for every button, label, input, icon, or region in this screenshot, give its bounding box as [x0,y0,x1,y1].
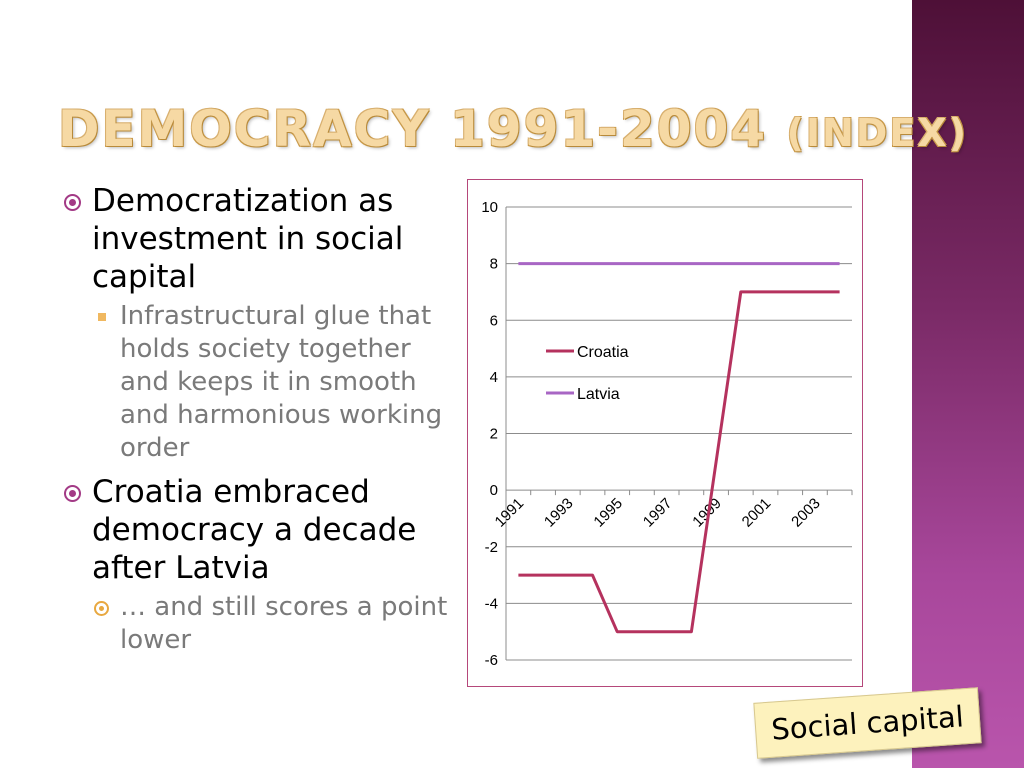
slide-title: DEMOCRACY 1991-2004 (INDEX) [58,100,968,158]
y-tick-label: 10 [481,199,498,216]
y-tick-label: -4 [485,595,498,612]
y-tick-label: -2 [485,539,498,556]
bullet-circle-icon [64,485,81,502]
y-tick-label: 0 [490,482,498,499]
y-tick-label: 8 [490,256,498,273]
x-tick-label: 1991 [492,495,528,531]
y-tick-label: 2 [490,426,498,443]
y-tick-label: 4 [490,369,498,386]
sticker-text: Social capital [770,699,965,747]
title-sub: (INDEX) [786,111,969,155]
line-chart: 10 8 6 4 2 0 -2 -4 -6 1991 1993 1995 1997 1999 2001 200… [467,179,863,687]
bullet-text: Democratization as investment in social … [92,183,404,295]
y-tick-label: -6 [485,652,498,669]
x-tick-label: 1995 [590,495,626,531]
legend-label-croatia: Croatia [577,344,629,361]
bullet-circle-small-icon [94,601,109,616]
bullet-text: Croatia embraced democracy a decade afte… [92,474,417,586]
bullet-item: Democratization as investment in social … [62,182,457,296]
y-tick-label: 6 [490,312,498,329]
sub-bullet-item: … and still scores a point lower [62,591,457,657]
sub-bullet-text: … and still scores a point lower [120,592,448,655]
sub-bullet-text: Infrastructural glue that holds society … [120,301,443,463]
decorative-side-band [912,0,1024,768]
x-tick-label: 1993 [541,495,577,531]
bullet-item: Croatia embraced democracy a decade afte… [62,473,457,587]
bullet-circle-icon [64,194,81,211]
x-tick-label: 1997 [640,495,676,531]
legend-label-latvia: Latvia [577,386,620,403]
bullet-square-icon [98,313,106,321]
sub-bullet-item: Infrastructural glue that holds society … [62,300,457,465]
bullet-list: Democratization as investment in social … [62,182,457,665]
title-main: DEMOCRACY 1991-2004 [58,100,768,158]
series-line-croatia [518,290,840,634]
x-tick-label: 2003 [788,495,824,531]
x-tick-label: 2001 [739,495,775,531]
